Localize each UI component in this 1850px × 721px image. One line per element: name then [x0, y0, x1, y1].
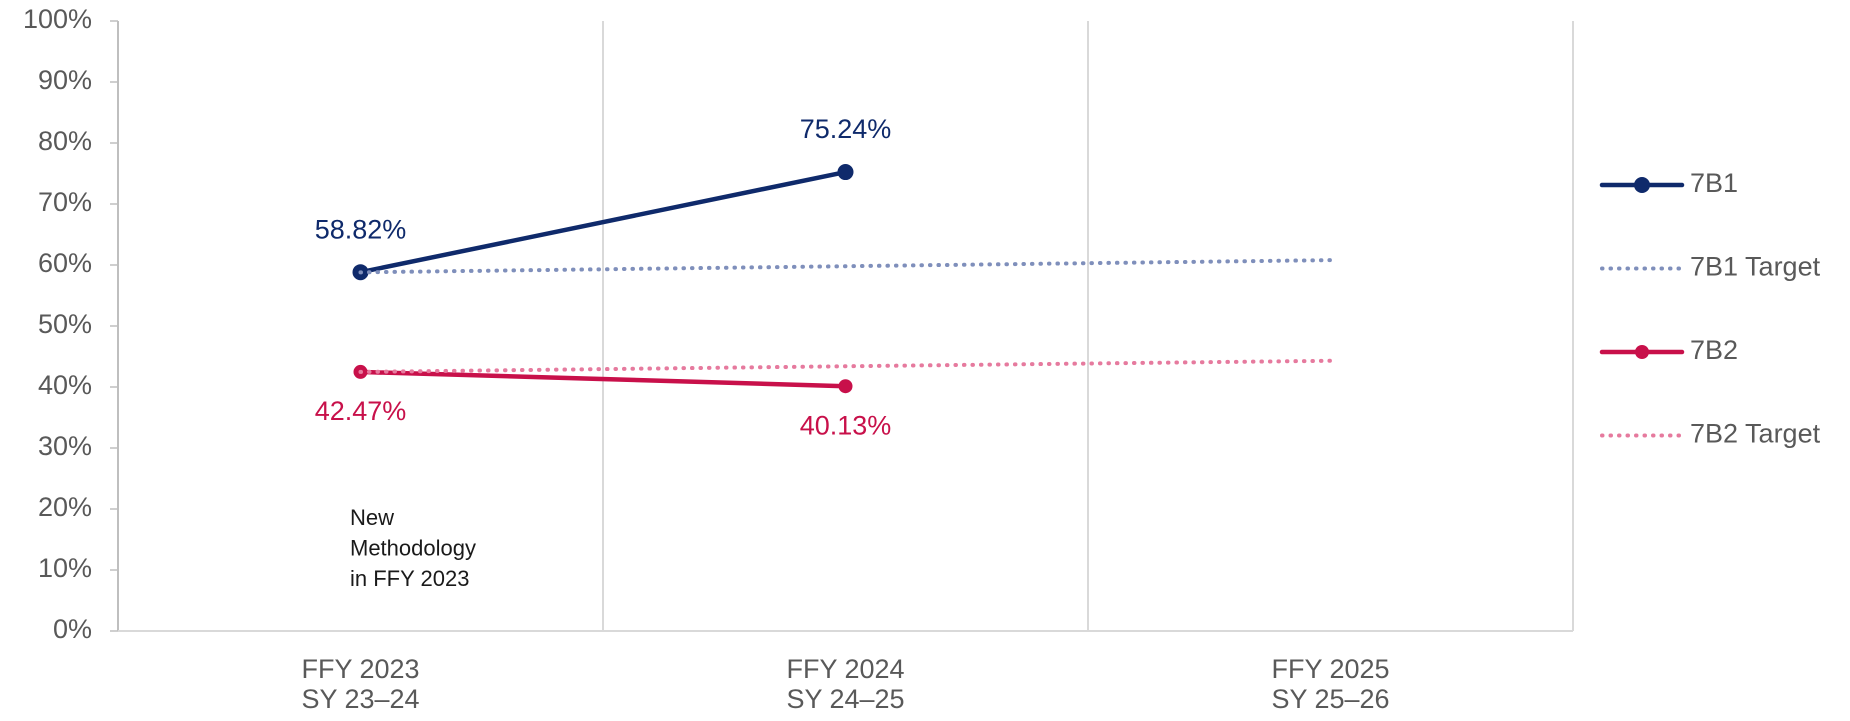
x-tick-label: FFY 2023 SY 23–24: [301, 654, 419, 714]
legend-label: 7B2: [1690, 335, 1738, 365]
y-tick-label: 100%: [23, 4, 92, 34]
value-label: 40.13%: [800, 410, 892, 440]
value-label: 42.47%: [315, 396, 407, 426]
value-label: 75.24%: [800, 114, 892, 144]
point: [837, 164, 854, 181]
x-tick-line: SY 23–24: [301, 684, 419, 714]
legend-label: 7B2 Target: [1690, 419, 1821, 449]
annotation-line: New: [350, 505, 394, 530]
x-tick-line: FFY 2023: [301, 654, 419, 684]
x-tick-label: FFY 2024 SY 24–25: [786, 654, 904, 714]
y-tick-label: 40%: [38, 370, 92, 400]
x-tick-line: FFY 2024: [786, 654, 904, 684]
series-line: [358, 369, 848, 389]
value-label: 58.82%: [315, 214, 407, 244]
legend-label: 7B1: [1690, 168, 1738, 198]
y-tick-label: 70%: [38, 187, 92, 217]
series-line: [358, 358, 1333, 374]
x-tick-label: FFY 2025 SY 25–26: [1271, 654, 1389, 714]
legend-marker: [1634, 177, 1650, 193]
y-tick-label: 0%: [53, 614, 92, 644]
x-tick-line: SY 24–25: [786, 684, 904, 714]
x-tick-line: SY 25–26: [1271, 684, 1389, 714]
point: [838, 379, 853, 394]
y-tick-label: 20%: [38, 492, 92, 522]
series-line: [358, 169, 848, 275]
annotation: New Methodology in FFY 2023: [350, 505, 476, 591]
y-tick-label: 90%: [38, 65, 92, 95]
y-tick-label: 10%: [38, 553, 92, 583]
annotation-line: Methodology: [350, 535, 476, 560]
legend-marker: [1635, 345, 1649, 359]
y-tick-label: 30%: [38, 431, 92, 461]
y-tick-label: 80%: [38, 126, 92, 156]
y-tick-label: 50%: [38, 309, 92, 339]
legend-label: 7B1 Target: [1690, 252, 1821, 282]
series-line: [358, 258, 1333, 275]
x-tick-line: FFY 2025: [1271, 654, 1389, 684]
annotation-line: in FFY 2023: [350, 566, 469, 591]
y-tick-label: 60%: [38, 248, 92, 278]
